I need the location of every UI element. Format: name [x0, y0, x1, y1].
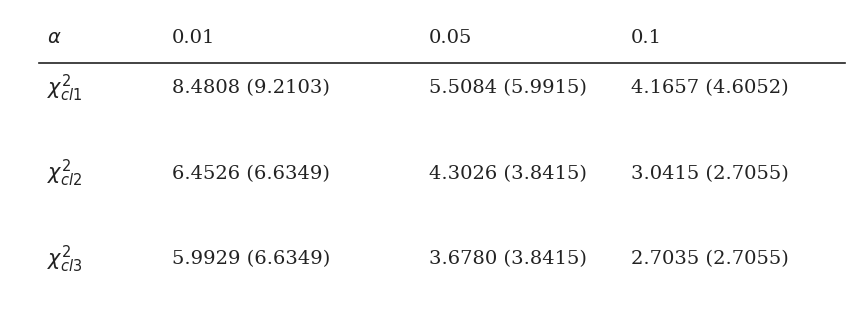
Text: 3.0415 (2.7055): 3.0415 (2.7055)	[631, 165, 789, 183]
Text: $\chi^2_{cl1}$: $\chi^2_{cl1}$	[47, 73, 82, 104]
Text: 5.5084 (5.9915): 5.5084 (5.9915)	[429, 80, 587, 97]
Text: 6.4526 (6.6349): 6.4526 (6.6349)	[172, 165, 329, 183]
Text: 5.9929 (6.6349): 5.9929 (6.6349)	[172, 250, 329, 268]
Text: $\alpha$: $\alpha$	[47, 29, 62, 47]
Text: 3.6780 (3.8415): 3.6780 (3.8415)	[429, 250, 587, 268]
Text: 4.1657 (4.6052): 4.1657 (4.6052)	[631, 80, 789, 97]
Text: 0.01: 0.01	[172, 29, 215, 47]
Text: 4.3026 (3.8415): 4.3026 (3.8415)	[429, 165, 587, 183]
Text: $\chi^2_{cl3}$: $\chi^2_{cl3}$	[47, 244, 82, 275]
Text: 8.4808 (9.2103): 8.4808 (9.2103)	[172, 80, 329, 97]
Text: 2.7035 (2.7055): 2.7035 (2.7055)	[631, 250, 789, 268]
Text: 0.1: 0.1	[631, 29, 662, 47]
Text: $\chi^2_{cl2}$: $\chi^2_{cl2}$	[47, 158, 82, 189]
Text: 0.05: 0.05	[429, 29, 473, 47]
